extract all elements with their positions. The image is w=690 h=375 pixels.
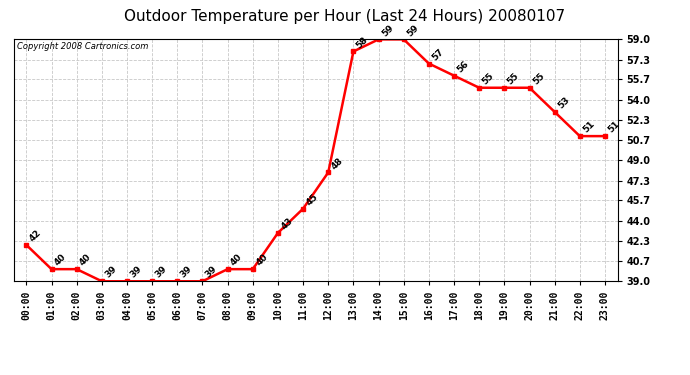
Text: 40: 40	[53, 253, 68, 268]
Text: 57: 57	[431, 47, 446, 62]
Text: 40: 40	[229, 253, 244, 268]
Text: 39: 39	[104, 265, 119, 280]
Text: 59: 59	[380, 23, 395, 38]
Text: 56: 56	[455, 59, 471, 74]
Text: 55: 55	[531, 71, 546, 86]
Text: 40: 40	[254, 253, 269, 268]
Text: 55: 55	[480, 71, 496, 86]
Text: 43: 43	[279, 216, 295, 231]
Text: Outdoor Temperature per Hour (Last 24 Hours) 20080107: Outdoor Temperature per Hour (Last 24 Ho…	[124, 9, 566, 24]
Text: 59: 59	[405, 23, 420, 38]
Text: 39: 39	[128, 265, 144, 280]
Text: 51: 51	[581, 120, 596, 135]
Text: 39: 39	[179, 265, 194, 280]
Text: Copyright 2008 Cartronics.com: Copyright 2008 Cartronics.com	[17, 42, 148, 51]
Text: 48: 48	[330, 156, 345, 171]
Text: 40: 40	[78, 253, 93, 268]
Text: 58: 58	[355, 35, 370, 50]
Text: 51: 51	[607, 120, 622, 135]
Text: 39: 39	[154, 265, 169, 280]
Text: 45: 45	[304, 192, 319, 207]
Text: 55: 55	[506, 71, 521, 86]
Text: 42: 42	[28, 228, 43, 244]
Text: 53: 53	[556, 95, 571, 111]
Text: 39: 39	[204, 265, 219, 280]
